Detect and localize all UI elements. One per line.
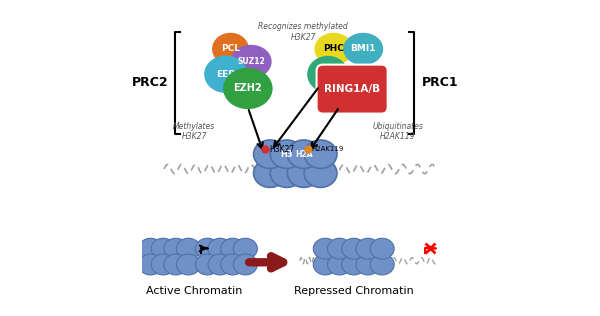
Text: H2A: H2A [295, 150, 313, 159]
Text: Recognizes methylated
H3K27: Recognizes methylated H3K27 [258, 22, 348, 41]
Ellipse shape [196, 254, 220, 275]
Ellipse shape [208, 254, 232, 275]
Ellipse shape [316, 34, 352, 64]
Ellipse shape [139, 238, 163, 259]
Text: PHC: PHC [323, 45, 344, 53]
Ellipse shape [342, 254, 366, 275]
Ellipse shape [151, 254, 175, 275]
Text: SUZ12: SUZ12 [237, 57, 265, 66]
Text: H3K27: H3K27 [269, 145, 295, 154]
Ellipse shape [208, 238, 232, 259]
Ellipse shape [313, 238, 337, 259]
Ellipse shape [370, 238, 394, 259]
Text: PRC1: PRC1 [422, 76, 458, 89]
Ellipse shape [233, 238, 257, 259]
Ellipse shape [304, 159, 337, 187]
Text: Repressed Chromatin: Repressed Chromatin [294, 286, 413, 296]
Ellipse shape [213, 34, 248, 64]
Ellipse shape [356, 254, 380, 275]
Ellipse shape [328, 254, 352, 275]
Text: H3: H3 [280, 150, 293, 159]
Ellipse shape [221, 238, 245, 259]
Ellipse shape [287, 140, 320, 168]
Ellipse shape [232, 46, 271, 77]
Text: BMI1: BMI1 [350, 45, 376, 53]
Ellipse shape [270, 159, 303, 187]
Text: Methylates
H3K27: Methylates H3K27 [173, 122, 215, 141]
Ellipse shape [151, 238, 175, 259]
Text: PRC2: PRC2 [131, 76, 168, 89]
Text: RING1A/B: RING1A/B [324, 84, 380, 94]
Ellipse shape [270, 140, 303, 168]
Ellipse shape [308, 57, 347, 92]
Ellipse shape [287, 159, 320, 187]
Ellipse shape [304, 140, 337, 168]
Ellipse shape [221, 254, 245, 275]
Ellipse shape [254, 159, 286, 187]
Ellipse shape [176, 238, 200, 259]
Ellipse shape [139, 254, 163, 275]
Ellipse shape [164, 254, 188, 275]
Text: Active Chromatin: Active Chromatin [146, 286, 242, 296]
Text: CBX: CBX [317, 70, 338, 79]
FancyBboxPatch shape [317, 65, 388, 114]
Ellipse shape [224, 69, 272, 108]
Ellipse shape [342, 238, 366, 259]
Text: EZH2: EZH2 [233, 83, 262, 94]
Ellipse shape [164, 238, 188, 259]
Ellipse shape [254, 140, 286, 168]
Ellipse shape [356, 238, 380, 259]
Ellipse shape [370, 254, 394, 275]
Text: H2AK119: H2AK119 [311, 147, 344, 152]
Ellipse shape [176, 254, 200, 275]
Ellipse shape [313, 254, 337, 275]
Text: EED: EED [216, 70, 236, 79]
Ellipse shape [205, 57, 246, 92]
Ellipse shape [196, 238, 220, 259]
Ellipse shape [328, 238, 352, 259]
Ellipse shape [233, 254, 257, 275]
Ellipse shape [344, 34, 382, 64]
Text: Ubiquitinates
H2AK119: Ubiquitinates H2AK119 [373, 122, 424, 141]
Text: PCL: PCL [221, 45, 240, 53]
